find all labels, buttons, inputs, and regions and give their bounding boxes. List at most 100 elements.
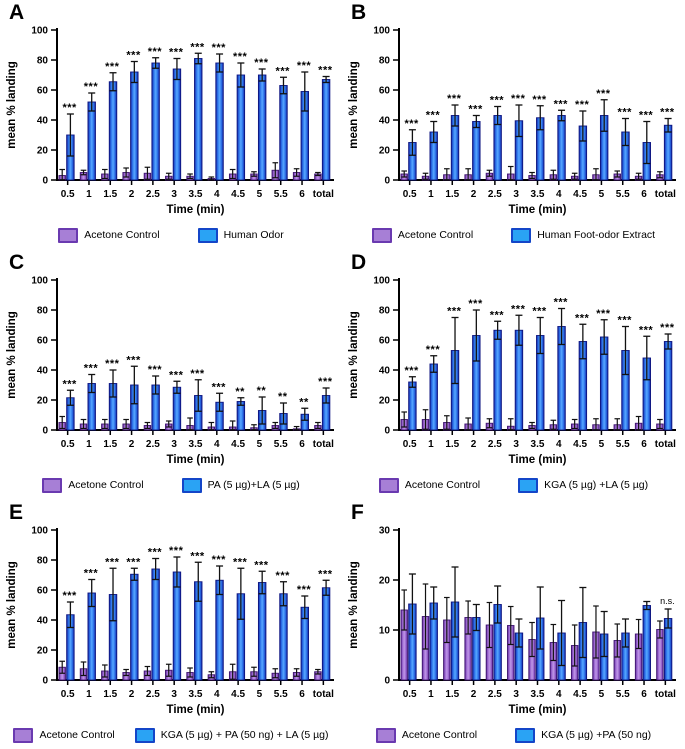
bar-treatment [236,74,246,181]
panel-f: F 0 10 20 30 mean % landing 0.5 1 1.5 2 2.5 3 3.5 4 4… [342,500,685,749]
significance-stars: *** [554,98,569,110]
legend-label-acetone-control: Acetone Control [84,229,160,241]
legend-label-treatment: PA (5 µg)+LA (5 µg) [207,479,300,491]
significance-stars: *** [490,95,505,107]
bar-chart-f: 0 10 20 30 mean % landing 0.5 1 1.5 2 2.5 3 3.5 4 4.5… [348,526,676,717]
y-tick-label: 20 [37,646,49,657]
significance-stars: *** [447,93,462,105]
bar-chart-e: 0 20 40 60 80 100 mean % landing 0.5 *** 1 *** 1.5 *… [6,526,334,717]
significance-stars: *** [84,568,99,580]
x-tick-label: 4 [214,439,220,450]
panel-d: D 0 20 40 60 80 100 mean % landing 0.5 *** 1 *** 1.… [342,250,685,500]
y-tick-label: 80 [37,56,49,67]
x-tick-label: 1 [428,689,434,700]
bar-treatment [279,85,288,181]
y-tick-label: 60 [37,336,49,347]
x-tick-label: 6 [641,689,647,700]
ns-annotation: n.s. [660,596,675,606]
legend-swatch-acetone-control [378,477,399,493]
significance-stars: *** [254,559,269,571]
x-tick-label: 0.5 [61,689,75,700]
significance-stars: *** [148,46,163,58]
bar-treatment [130,573,139,681]
x-tick-label: 3.5 [189,439,203,450]
x-tick-label: 3 [171,439,177,450]
x-tick-label: 5.5 [616,439,630,450]
x-tick-label: 3.5 [531,689,545,700]
bar-treatment [279,593,288,681]
x-tick-label: 5 [599,189,605,200]
legend-label-acetone-control: Acetone Control [39,729,115,741]
x-tick-label: 2.5 [488,439,502,450]
x-tick-label: 0.5 [61,189,75,200]
x-tick-label: 5 [599,439,605,450]
y-tick-label: 40 [37,366,49,377]
bar-treatment [321,79,331,181]
y-tick-label: 100 [373,276,390,287]
significance-stars: *** [511,93,526,105]
bar-treatment [257,74,267,181]
bar-chart-a: 0 20 40 60 80 100 mean % landing 0.5 *** 1 *** 1.5 *… [6,26,334,217]
x-tick-label: 2 [471,439,477,450]
significance-stars: *** [276,65,291,77]
bar-treatment [215,579,224,681]
x-tick-label: total [313,689,334,700]
x-tick-label: 5.5 [274,439,288,450]
x-tick-label: 3 [513,439,519,450]
x-tick-label: 1 [86,439,92,450]
legend-swatch-acetone-control [375,727,396,743]
legend-b: Acetone Control Human Foot-odor Extract [342,224,685,246]
x-tick-label: 4 [214,689,220,700]
x-tick-label: 4.5 [231,189,245,200]
x-tick-label: 3.5 [531,189,545,200]
panel-letter-f: F [351,501,364,524]
legend-label-treatment: KGA (5 µg) +PA (50 ng) [541,729,652,741]
x-axis-label: Time (min) [167,204,225,216]
legend-label-acetone-control: Acetone Control [397,229,474,241]
y-tick-label: 100 [31,276,48,287]
x-tick-label: 0.5 [403,189,417,200]
y-tick-label: 0 [384,426,390,437]
significance-stars: *** [126,354,141,366]
x-tick-label: 4 [556,689,562,700]
x-tick-label: 3.5 [531,439,545,450]
bar-treatment [151,62,160,181]
y-tick-label: 40 [37,616,49,627]
x-tick-label: 4.5 [573,439,587,450]
y-tick-label: 60 [37,86,49,97]
significance-stars: *** [190,41,205,53]
bar-treatment [663,124,673,181]
significance-stars: *** [105,61,120,73]
y-tick-label: 100 [373,26,390,37]
bar-treatment [493,329,502,431]
x-tick-label: 2 [471,189,477,200]
significance-stars: *** [404,118,419,130]
significance-stars: *** [639,324,654,336]
x-tick-label: 2.5 [488,189,502,200]
legend-d: Acetone Control KGA (5 µg) +LA (5 µg) [342,474,685,496]
bar-treatment [408,381,417,431]
significance-stars: *** [618,107,633,119]
bar-chart-b: 0 20 40 60 80 100 mean % landing 0.5 *** 1 *** 1.5 *… [348,26,676,217]
significance-stars: *** [169,545,184,557]
x-tick-label: 1 [86,189,92,200]
y-tick-label: 80 [379,306,391,317]
bar-treatment [151,568,160,681]
bar-treatment [172,571,182,681]
y-tick-label: 20 [37,396,49,407]
significance-stars: *** [254,57,269,69]
x-tick-label: 5 [257,439,263,450]
significance-stars: *** [105,556,120,568]
y-tick-label: 100 [31,26,48,37]
x-tick-label: 3 [513,689,519,700]
bar-chart-d: 0 20 40 60 80 100 mean % landing 0.5 *** 1 *** 1.5 *… [348,276,676,467]
significance-stars: *** [126,50,141,62]
x-tick-label: 3 [513,189,519,200]
significance-stars: *** [618,315,633,327]
x-axis-label: Time (min) [509,704,567,716]
legend-label-acetone-control: Acetone Control [401,729,478,741]
significance-stars: *** [190,550,205,562]
x-tick-label: 1.5 [103,689,117,700]
x-tick-label: 6 [641,439,647,450]
bar-treatment [663,341,673,431]
